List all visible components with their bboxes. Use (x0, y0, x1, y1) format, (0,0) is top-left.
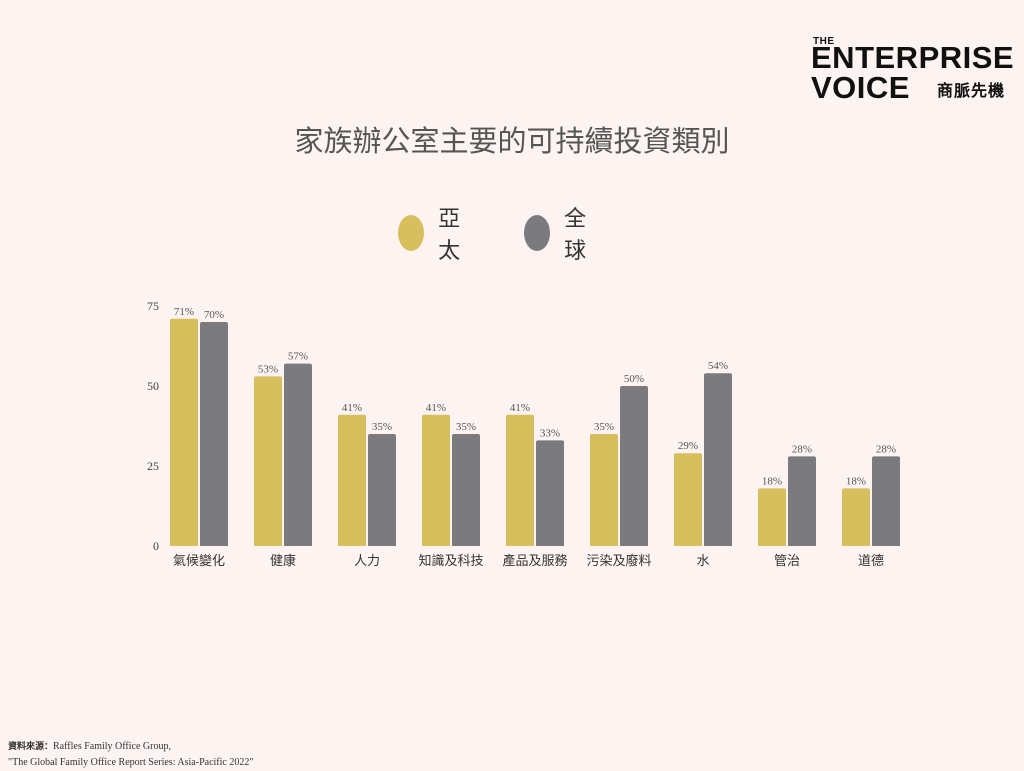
x-tick-label: 人力 (354, 554, 380, 569)
data-label: 35% (456, 421, 476, 433)
data-label: 35% (372, 421, 392, 433)
x-tick-label: 知識及科技 (418, 553, 483, 569)
legend-swatch-apac (398, 215, 425, 251)
x-tick-label: 健康 (270, 553, 296, 569)
data-label: 18% (762, 475, 782, 487)
x-tick-label: 道德 (858, 554, 884, 569)
brand-chinese: 商脈先機 (937, 81, 1006, 100)
x-tick-label: 管治 (774, 554, 800, 569)
legend-swatch-global (524, 215, 551, 251)
y-tick-label: 75 (147, 299, 159, 313)
bar (506, 414, 534, 546)
bar (200, 322, 228, 546)
bar (452, 434, 480, 546)
x-tick-label: 水 (696, 554, 709, 569)
y-tick-label: 0 (153, 539, 159, 553)
legend-label-global: 全球 (564, 207, 587, 264)
chart-title: 家族辦公室主要的可持續投資類別 (294, 124, 730, 158)
data-label: 28% (876, 443, 896, 455)
bar (788, 456, 816, 546)
bar (842, 488, 870, 546)
data-label: 18% (846, 475, 866, 487)
source-label: 資料來源： (8, 742, 54, 752)
bar (620, 386, 648, 546)
data-label: 53% (258, 363, 278, 375)
data-label: 29% (678, 440, 698, 452)
bar (872, 456, 900, 546)
bar (704, 373, 732, 546)
x-tick-label: 產品及服務 (502, 553, 567, 569)
data-label: 54% (708, 360, 728, 372)
data-label: 41% (342, 402, 362, 414)
data-label: 33% (540, 427, 560, 439)
bar (284, 363, 312, 546)
brand-the: THE (813, 36, 835, 47)
data-label: 35% (594, 421, 614, 433)
source-line2: "The Global Family Office Report Series:… (8, 757, 254, 768)
brand-logo: THE ENTERPRISE VOICE 商脈先機 (811, 36, 1014, 106)
bar (422, 414, 450, 546)
legend-item-global: 全球 (524, 207, 596, 264)
data-label: 41% (426, 402, 446, 414)
y-tick-label: 25 (147, 459, 159, 473)
bar (536, 440, 564, 546)
bar (170, 318, 198, 546)
x-tick-label: 氣候變化 (173, 553, 225, 569)
x-tick-label: 污染及廢料 (586, 554, 651, 569)
y-tick-label: 50 (147, 379, 159, 393)
legend-label-apac: 亞太 (438, 207, 461, 264)
bar (338, 414, 366, 546)
data-label: 50% (624, 373, 644, 385)
data-label: 71% (174, 306, 194, 318)
legend-item-apac: 亞太 (398, 207, 470, 264)
data-label: 57% (288, 351, 308, 363)
data-label: 70% (204, 309, 224, 321)
bar (368, 434, 396, 546)
data-label: 28% (792, 443, 812, 455)
data-label: 41% (510, 402, 530, 414)
source-note: 資料來源：Raffles Family Office Group, "The G… (8, 739, 253, 771)
bar (254, 376, 282, 546)
source-line1: Raffles Family Office Group, (53, 741, 171, 752)
brand-voice: VOICE (811, 70, 910, 105)
bar (590, 434, 618, 546)
bar (758, 488, 786, 546)
brand-enterprise: ENTERPRISE (811, 40, 1015, 75)
bar (674, 453, 702, 546)
